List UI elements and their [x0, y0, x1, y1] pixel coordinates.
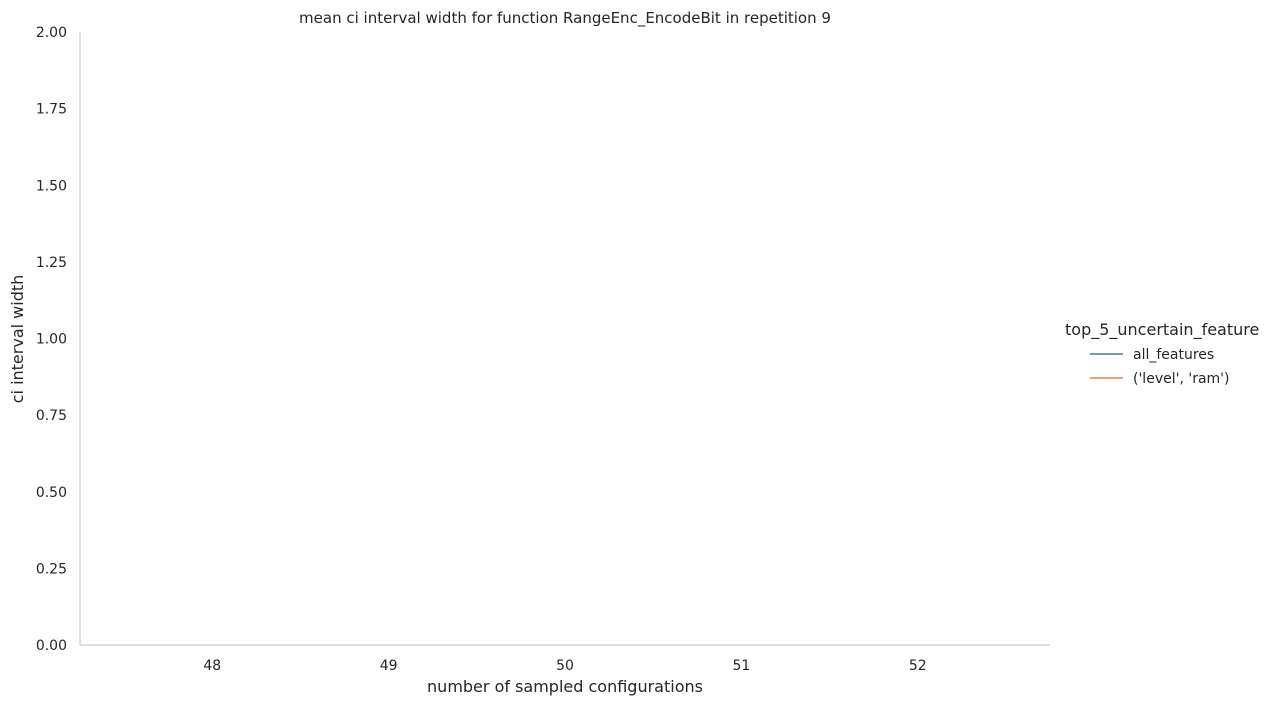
y-axis-label: ci interval width	[8, 275, 27, 404]
y-tick-label: 1.50	[36, 178, 67, 194]
legend-title: top_5_uncertain_feature	[1065, 320, 1259, 340]
x-tick-label: 51	[732, 658, 750, 674]
y-tick-label: 0.50	[36, 485, 67, 501]
y-tick-label: 0.75	[36, 408, 67, 424]
y-tick-label: 0.25	[36, 561, 67, 577]
chart-title: mean ci interval width for function Rang…	[299, 9, 831, 28]
legend: top_5_uncertain_feature all_features ('le…	[1065, 320, 1259, 387]
legend-label: all_features	[1133, 347, 1214, 363]
y-tick-label: 0.00	[36, 638, 67, 654]
x-tick-label: 52	[909, 658, 927, 674]
y-tick-label: 1.00	[36, 332, 67, 348]
legend-entries: all_features ('level', 'ram')	[1090, 347, 1229, 387]
x-tick-label: 49	[380, 658, 398, 674]
y-tick-label: 2.00	[36, 25, 67, 41]
x-tick-label: 48	[203, 658, 221, 674]
y-tick-label: 1.75	[36, 102, 67, 118]
y-tick-label: 1.25	[36, 255, 67, 271]
x-axis-ticks: 48 49 50 51 52	[203, 658, 926, 674]
x-tick-label: 50	[556, 658, 574, 674]
y-axis-ticks: 0.00 0.25 0.50 0.75 1.00 1.25 1.50 1.75 2.00	[36, 25, 67, 654]
x-axis-label: number of sampled configurations	[427, 677, 703, 696]
legend-label: ('level', 'ram')	[1133, 371, 1229, 387]
